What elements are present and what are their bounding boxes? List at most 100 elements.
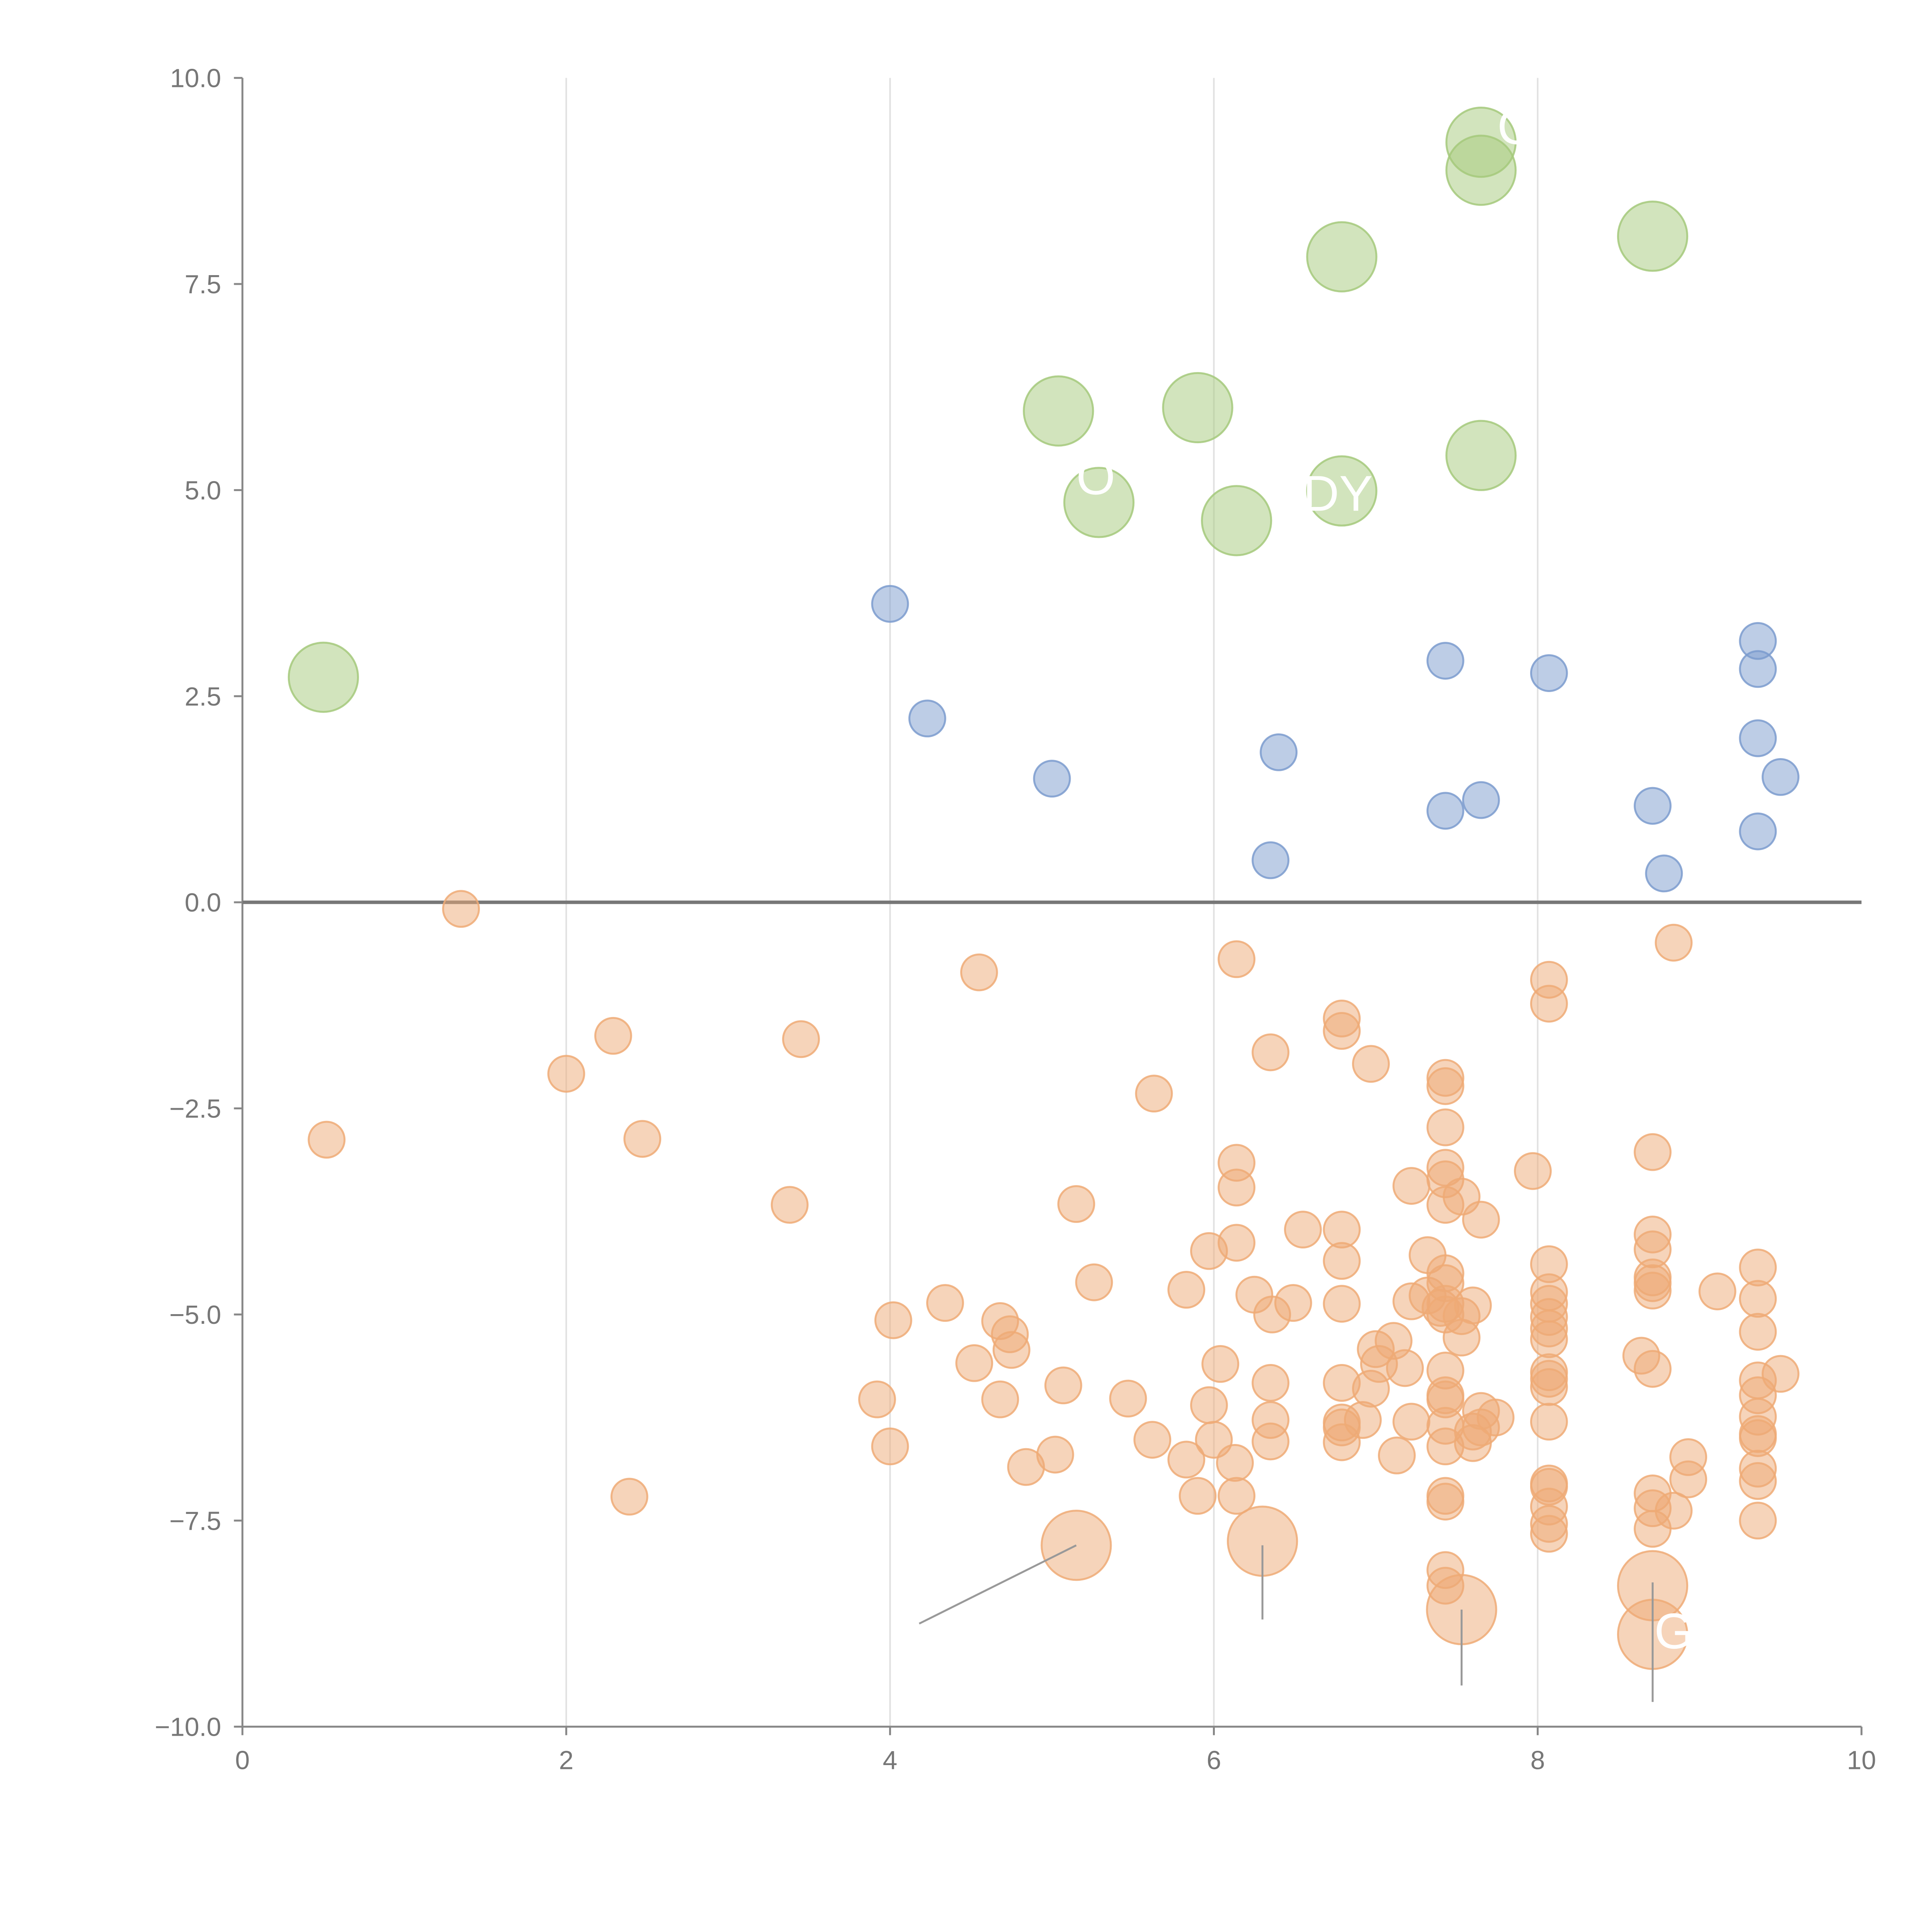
marker-layer bbox=[287, 106, 1799, 1670]
data-point bbox=[1634, 1350, 1672, 1388]
data-point bbox=[1252, 1033, 1290, 1071]
data-point bbox=[1462, 1201, 1500, 1239]
annotation-label: O bbox=[1076, 449, 1115, 505]
data-point bbox=[1386, 1349, 1424, 1387]
data-point bbox=[1462, 781, 1500, 819]
data-point bbox=[1252, 1422, 1290, 1461]
data-point bbox=[1201, 485, 1272, 556]
data-point bbox=[1645, 854, 1683, 893]
data-point bbox=[1252, 841, 1290, 879]
data-point bbox=[1323, 1012, 1361, 1050]
data-point bbox=[1201, 1345, 1240, 1383]
data-point bbox=[1167, 1440, 1206, 1479]
y-tick-label: 7.5 bbox=[185, 270, 221, 299]
data-point bbox=[1426, 1483, 1464, 1521]
data-point bbox=[960, 953, 998, 992]
data-point bbox=[1530, 1368, 1568, 1406]
data-point bbox=[1739, 812, 1777, 850]
x-tick-label: 8 bbox=[1531, 1746, 1545, 1775]
data-point bbox=[1739, 1502, 1777, 1540]
y-tick-label: 10.0 bbox=[170, 64, 221, 93]
data-point bbox=[287, 641, 359, 713]
data-point bbox=[992, 1331, 1031, 1369]
data-point bbox=[1218, 1168, 1256, 1207]
y-tick-label: 5.0 bbox=[185, 476, 221, 505]
annotation-line bbox=[918, 1544, 1077, 1625]
data-point bbox=[908, 699, 946, 738]
data-point bbox=[1655, 1492, 1693, 1530]
data-point bbox=[1023, 375, 1094, 447]
axis-layer: 0 2 4 6 8 10 10.0 7.5 5.0 2.5 0.0 −2.5 −5.0 −7.5 −10.0 bbox=[155, 64, 1876, 1775]
data-point bbox=[1530, 1403, 1568, 1441]
data-point bbox=[1530, 1515, 1568, 1553]
data-point bbox=[1167, 1270, 1206, 1309]
data-point bbox=[1426, 792, 1464, 830]
data-point bbox=[1323, 1285, 1361, 1323]
data-point bbox=[442, 890, 480, 928]
data-point bbox=[1162, 372, 1233, 444]
x-tick-label: 4 bbox=[883, 1746, 898, 1775]
data-point bbox=[1218, 940, 1256, 978]
data-point bbox=[1190, 1386, 1228, 1424]
data-point bbox=[1352, 1045, 1390, 1083]
data-point bbox=[874, 1301, 912, 1339]
data-point bbox=[1762, 758, 1799, 796]
data-point bbox=[871, 1427, 909, 1466]
data-point bbox=[981, 1380, 1019, 1418]
x-tick-label: 0 bbox=[235, 1746, 250, 1775]
data-point bbox=[1617, 201, 1689, 272]
data-point bbox=[1260, 733, 1298, 771]
data-point bbox=[1218, 1477, 1256, 1515]
annotation-lines bbox=[918, 1544, 1654, 1702]
y-tick-label: −2.5 bbox=[169, 1094, 221, 1124]
data-point bbox=[1476, 1398, 1515, 1437]
data-point bbox=[926, 1284, 964, 1322]
data-point bbox=[1634, 1133, 1672, 1171]
data-point bbox=[308, 1121, 346, 1159]
data-point bbox=[1109, 1379, 1147, 1418]
data-point bbox=[1344, 1401, 1382, 1439]
annotation-label: G bbox=[1654, 1603, 1693, 1659]
data-point bbox=[1739, 1280, 1777, 1318]
data-point bbox=[1739, 1313, 1777, 1351]
y-tick-label: 2.5 bbox=[185, 682, 221, 711]
data-point bbox=[1530, 985, 1568, 1023]
data-point bbox=[1739, 1462, 1777, 1500]
data-point bbox=[1739, 650, 1777, 688]
data-point bbox=[871, 585, 909, 623]
y-tick-label: −10.0 bbox=[155, 1713, 221, 1742]
annotation-label: DY bbox=[1303, 465, 1373, 522]
data-point bbox=[1739, 719, 1777, 757]
data-point bbox=[1378, 1436, 1416, 1475]
data-point bbox=[955, 1344, 993, 1382]
data-point bbox=[1075, 1263, 1113, 1301]
data-point bbox=[1033, 760, 1071, 798]
data-point bbox=[782, 1020, 820, 1058]
data-point bbox=[1634, 787, 1672, 825]
data-point bbox=[1179, 1477, 1217, 1515]
data-point bbox=[1274, 1284, 1312, 1322]
data-point bbox=[1669, 1460, 1708, 1498]
data-point bbox=[1655, 923, 1693, 962]
data-point bbox=[1392, 1167, 1430, 1205]
data-point bbox=[1454, 1286, 1492, 1325]
data-point bbox=[1426, 1067, 1464, 1105]
data-point bbox=[1252, 1364, 1290, 1402]
data-point bbox=[1762, 1355, 1799, 1393]
data-point bbox=[1133, 1421, 1172, 1459]
data-point bbox=[1392, 1403, 1430, 1441]
data-point bbox=[1530, 1320, 1568, 1358]
data-point bbox=[1634, 1272, 1672, 1310]
data-point bbox=[623, 1120, 662, 1158]
data-point bbox=[610, 1478, 648, 1516]
data-point bbox=[1445, 134, 1517, 206]
data-point bbox=[1057, 1185, 1095, 1223]
data-point bbox=[1426, 642, 1464, 680]
y-tick-label: −5.0 bbox=[169, 1300, 221, 1330]
data-point bbox=[1306, 221, 1378, 293]
data-point bbox=[858, 1380, 896, 1418]
data-point bbox=[547, 1054, 585, 1093]
data-point bbox=[1306, 455, 1378, 527]
data-point bbox=[1445, 420, 1517, 491]
x-tick-label: 2 bbox=[559, 1746, 574, 1775]
